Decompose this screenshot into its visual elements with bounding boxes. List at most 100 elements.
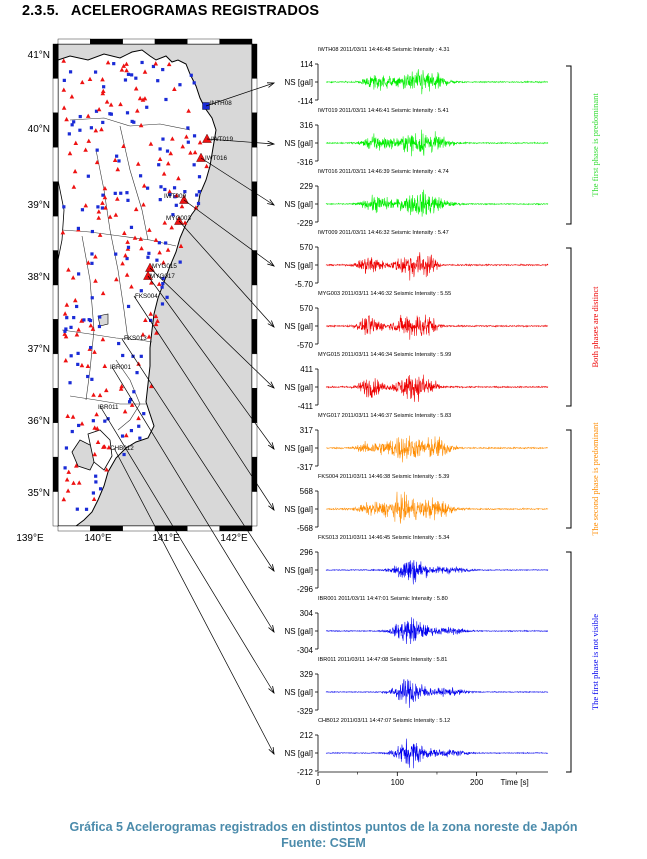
station-square bbox=[161, 137, 165, 141]
station-triangle bbox=[174, 192, 179, 198]
station-triangle bbox=[65, 413, 71, 418]
boso-peninsula bbox=[87, 429, 113, 471]
station-triangle bbox=[155, 318, 160, 323]
waveform bbox=[325, 189, 549, 217]
station-triangle bbox=[91, 496, 97, 502]
trace-component-label: NS [gal] bbox=[285, 627, 313, 636]
station-triangle bbox=[100, 77, 105, 82]
station-square bbox=[64, 446, 69, 450]
station-square bbox=[138, 436, 142, 440]
station-square bbox=[103, 419, 107, 423]
latitude-label: 37°N bbox=[28, 344, 50, 355]
station-square bbox=[186, 126, 190, 130]
map-frame-bottom bbox=[90, 525, 123, 532]
station-square bbox=[69, 325, 73, 329]
connector-arrowhead bbox=[267, 320, 275, 328]
station-triangle bbox=[83, 147, 88, 152]
station-square bbox=[115, 154, 119, 158]
station-triangle bbox=[93, 128, 99, 133]
station-square bbox=[65, 316, 69, 320]
station-triangle bbox=[74, 332, 80, 337]
station-triangle bbox=[93, 254, 98, 259]
latitude-label: 38°N bbox=[28, 272, 50, 283]
station-triangle bbox=[100, 290, 106, 296]
station-triangle bbox=[146, 334, 152, 339]
trace-header: IWT009 2011/03/11 14:46:32 Seismic Inten… bbox=[318, 230, 449, 236]
station-triangle bbox=[157, 156, 163, 162]
station-square bbox=[75, 304, 79, 309]
time-axis-unit: Time [s] bbox=[501, 778, 529, 787]
connector-line bbox=[111, 366, 275, 633]
station-triangle bbox=[97, 392, 103, 398]
waveform bbox=[325, 252, 549, 281]
trace-header: FKS013 2011/03/11 14:46:45 Seismic Inten… bbox=[318, 535, 449, 541]
station-triangle bbox=[125, 239, 130, 244]
station-square bbox=[171, 213, 175, 217]
trace-header: IWT019 2011/03/11 14:46:41 Seismic Inten… bbox=[318, 108, 449, 114]
trace-component-label: NS [gal] bbox=[285, 749, 313, 758]
station-square bbox=[134, 76, 138, 80]
station-triangle bbox=[99, 126, 104, 132]
station-triangle bbox=[121, 143, 126, 148]
map-frame-left bbox=[52, 43, 59, 79]
station-triangle bbox=[104, 467, 109, 472]
station-square bbox=[117, 159, 121, 163]
station-triangle bbox=[61, 58, 66, 63]
time-tick-label: 100 bbox=[391, 778, 405, 787]
trace-panel: MYG015 2011/03/11 14:46:34 Seismic Inten… bbox=[285, 352, 549, 411]
station-square bbox=[197, 190, 201, 194]
waveform-panels: IWTH08 2011/03/11 14:46:48 Seismic Inten… bbox=[285, 47, 549, 777]
trace-top-value: 317 bbox=[300, 426, 314, 435]
station-triangle bbox=[73, 463, 79, 468]
selected-station-marker bbox=[143, 270, 153, 280]
station-triangle bbox=[148, 141, 154, 146]
connector-line bbox=[205, 82, 275, 107]
station-triangle bbox=[76, 480, 82, 485]
station-square bbox=[161, 281, 165, 286]
station-triangle bbox=[96, 106, 102, 112]
station-triangle bbox=[61, 105, 67, 110]
group-bracket bbox=[566, 429, 572, 529]
station-square bbox=[145, 186, 150, 190]
trace-header: FKS004 2011/03/11 14:46:38 Seismic Inten… bbox=[318, 474, 449, 480]
station-square bbox=[62, 205, 66, 209]
station-triangle bbox=[141, 183, 147, 188]
station-triangle bbox=[133, 86, 139, 91]
station-triangle bbox=[94, 411, 99, 417]
station-label: INTH08 bbox=[210, 100, 232, 107]
station-triangle bbox=[106, 445, 112, 450]
connector-line bbox=[183, 199, 275, 267]
station-square bbox=[155, 258, 159, 262]
station-square bbox=[87, 318, 91, 322]
map-frame-left bbox=[52, 147, 59, 182]
station-triangle bbox=[114, 276, 119, 282]
trace-top-value: 316 bbox=[300, 121, 314, 130]
station-square bbox=[183, 190, 187, 194]
station-triangle bbox=[64, 477, 70, 482]
station-square bbox=[95, 148, 99, 152]
station-square bbox=[127, 400, 132, 404]
trace-top-value: 114 bbox=[300, 60, 313, 69]
station-square bbox=[122, 452, 126, 457]
station-square bbox=[157, 241, 161, 245]
station-square bbox=[76, 351, 80, 355]
station-square bbox=[90, 377, 94, 381]
station-triangle bbox=[138, 236, 144, 241]
waveform bbox=[325, 491, 549, 524]
station-square bbox=[168, 192, 172, 197]
station-square bbox=[147, 251, 151, 255]
honshu-landmass bbox=[57, 49, 217, 527]
group-label: The first phase is not visible bbox=[590, 614, 600, 710]
station-triangle bbox=[124, 272, 130, 277]
station-triangle bbox=[61, 496, 67, 502]
trace-panel: IWT009 2011/03/11 14:46:32 Seismic Inten… bbox=[285, 230, 549, 289]
connector-line bbox=[121, 338, 275, 572]
station-triangle bbox=[113, 212, 119, 217]
trace-component-label: NS [gal] bbox=[285, 261, 313, 270]
map-frame-left bbox=[52, 215, 59, 251]
station-triangle bbox=[95, 439, 101, 444]
station-triangle bbox=[166, 61, 172, 67]
station-square bbox=[178, 260, 182, 264]
trace-component-label: NS [gal] bbox=[285, 688, 313, 697]
trace-bottom-value: -570 bbox=[297, 341, 314, 350]
